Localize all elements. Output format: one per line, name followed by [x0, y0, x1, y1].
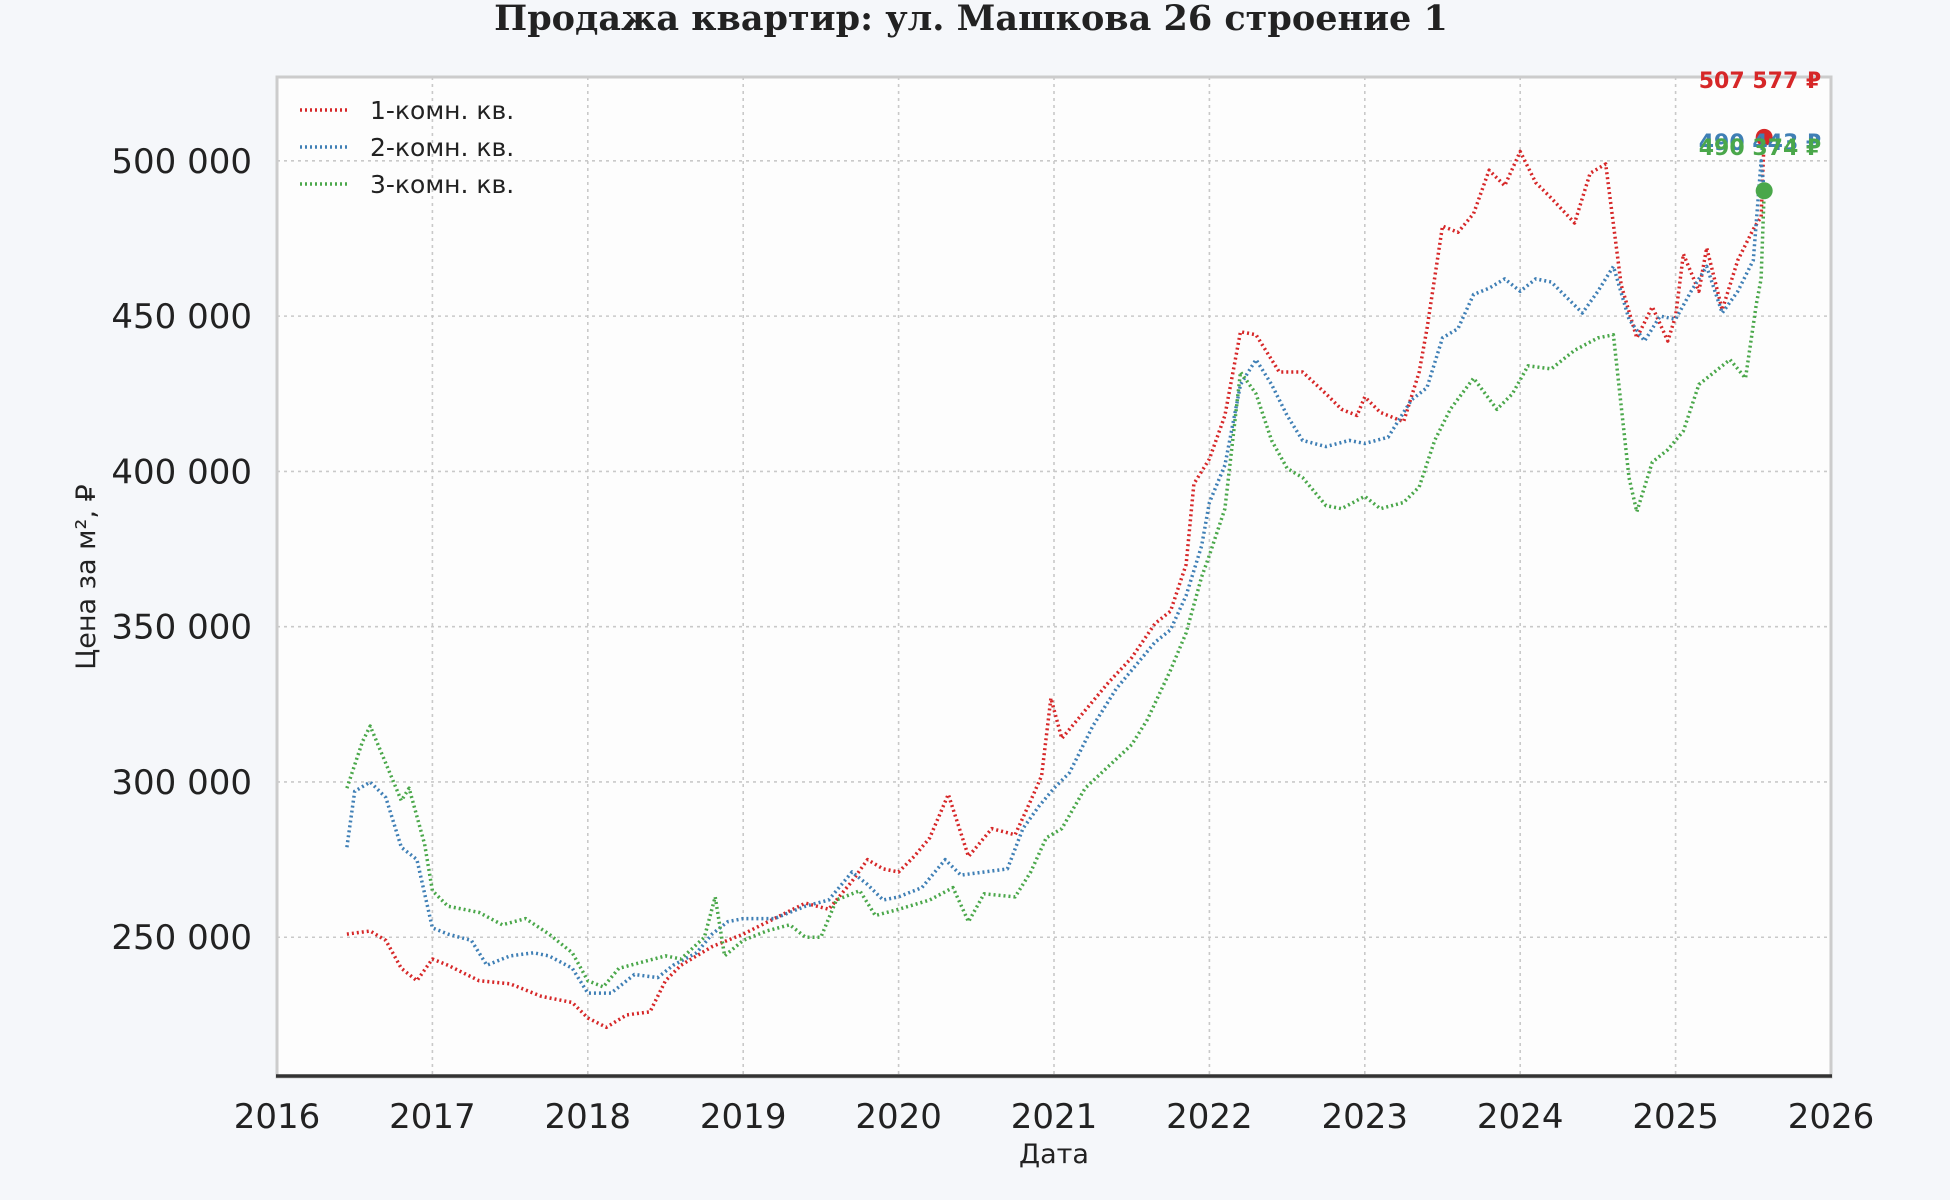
x-tick-label: 2022 [1166, 1097, 1253, 1137]
x-tick-label: 2018 [545, 1097, 632, 1137]
series-line [345, 159, 1766, 995]
x-tick-label: 2026 [1788, 1097, 1875, 1137]
x-tick-label: 2019 [700, 1097, 787, 1137]
end-labels: 507 577 ₽ 490 443 ₽490 374 ₽ [1699, 69, 1821, 161]
y-tick-label: 350 000 [111, 608, 252, 648]
chart-title: Продажа квартир: ул. Машкова 26 строение… [494, 0, 1448, 39]
tick-labels: 2016 2017 2018 2019 2020 2021 2022 2023 2024 2025… [111, 142, 1874, 1137]
x-tick-label: 2017 [389, 1097, 476, 1137]
y-tick-label: 300 000 [111, 763, 252, 803]
y-tick-label: 450 000 [111, 297, 252, 337]
series-end-label: 507 577 ₽ [1699, 69, 1821, 94]
x-tick-label: 2023 [1322, 1097, 1409, 1137]
y-tick-label: 500 000 [111, 142, 252, 182]
series-line [345, 190, 1766, 989]
legend-label: 1-комн. кв. [370, 96, 514, 125]
series-end-marker [1755, 182, 1773, 200]
x-tick-label: 2020 [855, 1097, 942, 1137]
series-end-label: 490 374 ₽ [1699, 136, 1821, 161]
x-tick-label: 2016 [234, 1097, 321, 1137]
series-end-marker [1755, 128, 1773, 146]
x-axis-label: Дата [1019, 1139, 1089, 1170]
legend: 1-комн. кв. 2-комн. кв. 3-комн. кв. [300, 96, 514, 199]
series-line [346, 137, 1766, 1030]
series-end-label: 490 443 ₽ [1699, 131, 1821, 156]
y-tick-label: 250 000 [111, 918, 252, 958]
series-lines [345, 128, 1773, 1030]
y-axis-label: Цена за м², ₽ [71, 484, 102, 669]
x-tick-label: 2024 [1477, 1097, 1564, 1137]
x-tick-label: 2025 [1632, 1097, 1719, 1137]
y-tick-label: 400 000 [111, 452, 252, 492]
legend-label: 2-комн. кв. [370, 133, 514, 162]
x-tick-label: 2021 [1011, 1097, 1098, 1137]
legend-label: 3-комн. кв. [370, 170, 514, 199]
